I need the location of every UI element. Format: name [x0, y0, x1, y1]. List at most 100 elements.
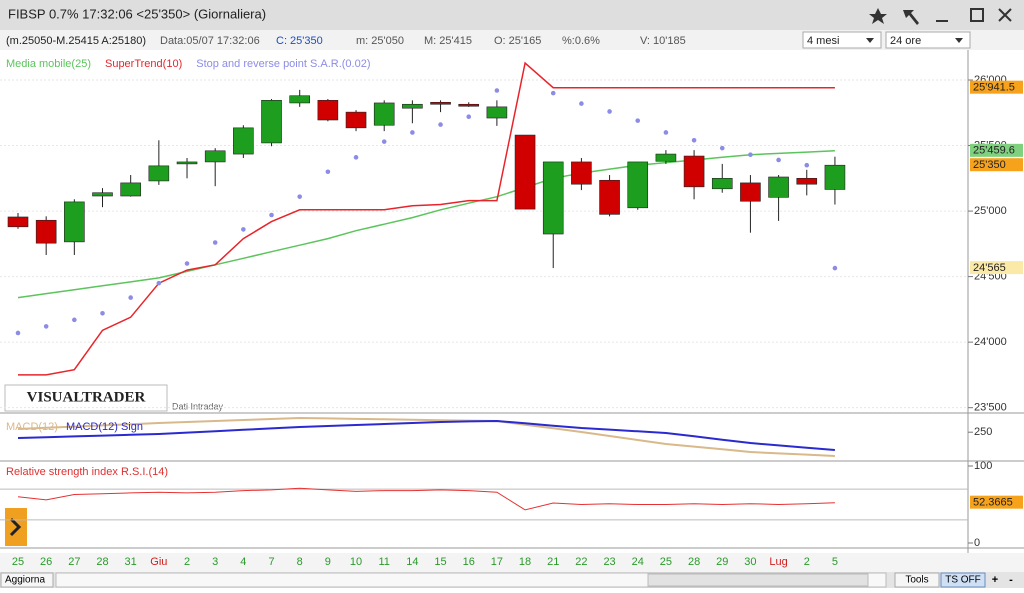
close-info: C: 25'350 — [276, 35, 323, 47]
y-tick-label: 0 — [974, 537, 980, 549]
value-tag-label: 52.3665 — [973, 497, 1013, 509]
x-tick-label: 31 — [125, 556, 137, 568]
x-tick-label: 29 — [716, 556, 728, 568]
x-tick-label: 2 — [804, 556, 810, 568]
candle-body — [683, 155, 705, 188]
legend-entry: Media mobile(25) — [6, 58, 91, 70]
sar-dot — [297, 194, 303, 199]
sar-dot — [241, 227, 246, 232]
x-tick-label: 15 — [434, 556, 446, 568]
price-tag — [970, 158, 1023, 172]
candle-body — [7, 216, 29, 228]
price-tag-label: 24'565 — [973, 262, 1006, 274]
x-tick-label: 25 — [12, 556, 24, 568]
candle-body — [627, 161, 649, 209]
minimize-icon[interactable] — [936, 20, 948, 22]
sar-dot — [579, 101, 584, 106]
price-tag — [970, 80, 1023, 94]
zoom-in[interactable]: + — [992, 574, 998, 586]
sar-dot — [635, 118, 641, 123]
y-tick-label: 25'000 — [974, 205, 1007, 217]
interval-select[interactable] — [885, 31, 971, 49]
sar-dot — [832, 265, 838, 271]
sar-dot — [607, 109, 612, 114]
x-tick-label: 27 — [68, 556, 80, 568]
tools-label[interactable]: Tools — [905, 575, 928, 586]
x-tick-label: 30 — [744, 556, 756, 568]
refresh-label[interactable]: Aggiorna — [5, 575, 45, 586]
candle-body — [655, 153, 677, 162]
x-tick-label: Lug — [769, 556, 787, 568]
ts-button[interactable] — [940, 572, 986, 588]
x-tick-label: 24 — [632, 556, 644, 568]
sar-dot — [128, 295, 133, 300]
max-info: M: 25'415 — [424, 35, 472, 47]
x-tick-label: 17 — [491, 556, 503, 568]
scroll-thumb[interactable] — [647, 573, 869, 587]
x-tick-label: 25 — [660, 556, 672, 568]
price-tag-label: 25'350 — [973, 159, 1006, 171]
sar-dot — [804, 162, 810, 168]
candle-body — [120, 182, 141, 197]
range-info: (m.25050-M.25415 A:25180) — [6, 35, 146, 47]
window-icons[interactable] — [869, 8, 1012, 25]
sar-dot — [466, 114, 472, 120]
zoom-out[interactable]: - — [1009, 574, 1013, 586]
chart-area — [0, 50, 1024, 553]
pane-title: Relative strength index R.S.I.(14) — [6, 466, 168, 478]
star-icon[interactable] — [869, 8, 887, 24]
sar-dot — [100, 311, 105, 316]
interval-value[interactable]: 24 ore — [890, 35, 921, 47]
sar-dot — [776, 157, 781, 163]
sar-dot — [325, 169, 331, 175]
period-value[interactable]: 4 mesi — [807, 35, 839, 47]
window-title: FIBSP 0.7% 17:32:06 <25'350> (Giornalier… — [8, 6, 266, 21]
candle-body — [768, 176, 789, 198]
sar-dot — [353, 155, 359, 160]
tools-button[interactable] — [894, 572, 940, 588]
price-tag — [970, 261, 1023, 275]
x-tick-label: 14 — [406, 556, 418, 568]
title-bar — [0, 0, 1024, 30]
expand-button[interactable] — [5, 508, 27, 546]
candle-body — [204, 150, 226, 163]
candle-body — [824, 164, 846, 190]
maximize-icon[interactable] — [970, 8, 984, 22]
period-select[interactable] — [802, 31, 882, 49]
expand-arrow[interactable] — [9, 517, 22, 537]
candle-body — [373, 102, 395, 126]
x-tick-label: 11 — [378, 556, 389, 568]
series-line — [18, 61, 835, 376]
x-tick-label: 7 — [268, 556, 274, 568]
close-icon[interactable] — [998, 8, 1012, 22]
candle-body — [35, 219, 57, 244]
candle-body — [92, 192, 113, 197]
series-line — [17, 416, 835, 457]
ts-label[interactable]: TS OFF — [945, 575, 981, 586]
hammer-icon[interactable] — [903, 10, 919, 25]
x-tick-label: 28 — [688, 556, 700, 568]
sar-dot — [269, 212, 274, 218]
x-tick-label: 9 — [325, 556, 331, 568]
refresh-button[interactable] — [0, 572, 54, 588]
x-tick-label: 5 — [832, 556, 838, 568]
sar-dot — [72, 317, 77, 323]
candle-body — [486, 106, 508, 119]
candle-body — [711, 178, 733, 190]
candle-body — [571, 161, 592, 185]
candle-body — [289, 95, 311, 104]
x-tick-label: 4 — [240, 556, 246, 568]
candle-body — [345, 111, 367, 129]
y-tick-label: 250 — [974, 426, 992, 438]
date-info: Data:05/07 17:32:06 — [160, 35, 260, 47]
x-tick-label: 18 — [519, 556, 531, 568]
legend-entry: MACD(12) Sign — [66, 421, 143, 433]
legend-entry: MACD(12) — [6, 421, 58, 433]
candle-body — [176, 161, 198, 165]
x-tick-label: 22 — [575, 556, 587, 568]
candle-body — [402, 103, 423, 109]
y-tick-label: 100 — [974, 460, 992, 472]
candle-body — [430, 101, 451, 105]
candle-body — [233, 127, 254, 155]
x-tick-label: 2 — [184, 556, 190, 568]
